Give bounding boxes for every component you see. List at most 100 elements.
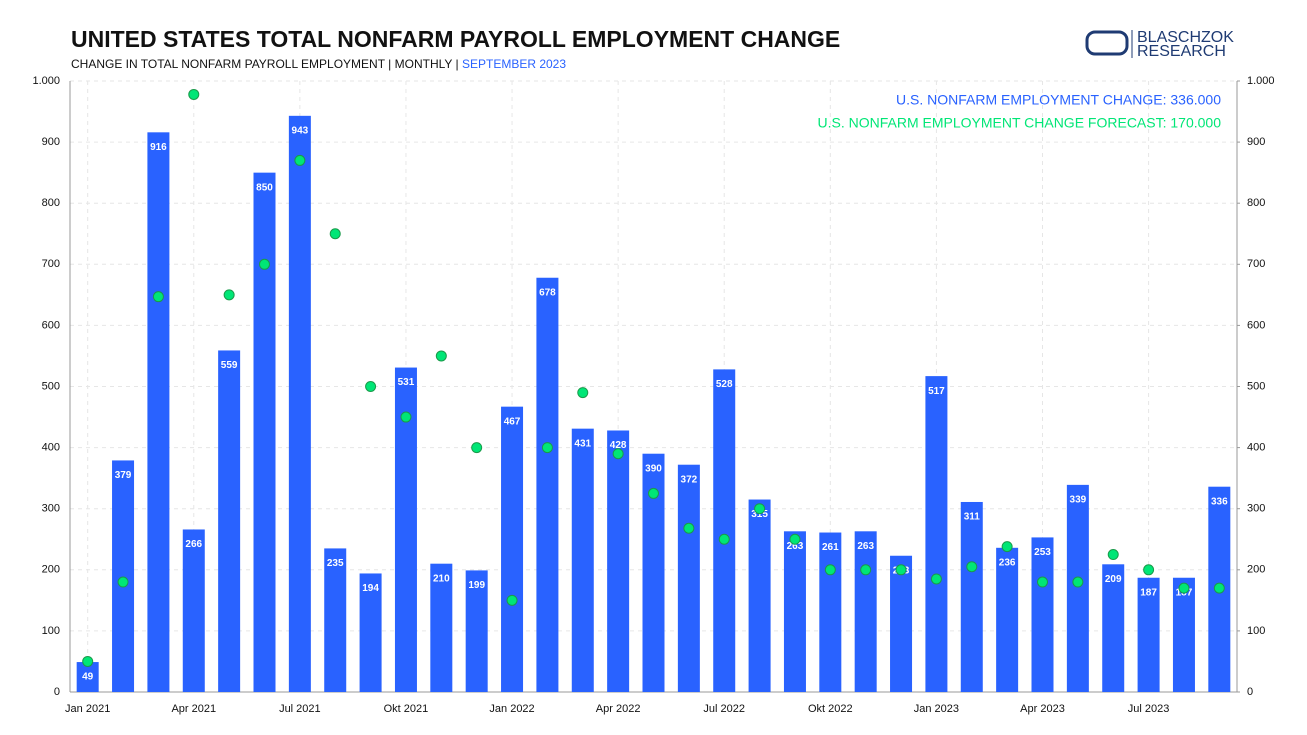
forecast-dot — [365, 381, 377, 392]
y2-tick-label: 500 — [1247, 380, 1265, 392]
forecast-dot — [188, 88, 200, 100]
forecast-dot — [435, 350, 447, 362]
forecast-dot — [541, 442, 553, 454]
annotation: U.S. NONFARM EMPLOYMENT CHANGE: 336.000 — [896, 92, 1221, 108]
x-tick-label: Apr 2021 — [171, 703, 216, 715]
forecast-dot — [577, 387, 589, 399]
x-tick-label: Apr 2023 — [1020, 703, 1065, 715]
chart-subtitle: CHANGE IN TOTAL NONFARM PAYROLL EMPLOYME… — [71, 57, 566, 71]
bar-value-label: 236 — [999, 557, 1016, 568]
bar — [501, 406, 524, 692]
forecast-dot — [930, 573, 942, 585]
bar-value-label: 263 — [857, 541, 874, 552]
bar — [112, 460, 135, 692]
forecast-dot — [1213, 582, 1225, 594]
bar — [642, 453, 665, 692]
x-tick-label: Jul 2023 — [1128, 703, 1170, 715]
forecast-dot — [648, 487, 659, 499]
y-tick-label: 900 — [42, 136, 60, 148]
forecast-dot — [1107, 549, 1119, 561]
bar-value-label: 49 — [82, 672, 94, 683]
logo-line: RESEARCH — [1137, 43, 1226, 60]
y-tick-label: 0 — [54, 686, 60, 698]
y2-tick-label: 900 — [1247, 136, 1265, 148]
bar — [76, 662, 99, 692]
bar — [1102, 564, 1125, 692]
logo-line: BLASCHZOK — [1137, 29, 1234, 46]
bar-value-label: 253 — [1034, 547, 1051, 558]
bar-value-label: 850 — [256, 182, 273, 193]
bar-value-label: 235 — [327, 558, 344, 569]
y2-tick-label: 800 — [1247, 197, 1265, 209]
x-tick-label: Jan 2021 — [65, 703, 110, 715]
forecast-dot — [754, 503, 766, 515]
bar — [677, 464, 700, 692]
forecast-dot — [860, 564, 872, 576]
bar-value-label: 678 — [539, 287, 556, 298]
bar-value-label: 210 — [433, 573, 450, 584]
forecast-dot — [400, 411, 412, 423]
forecast-dot — [1143, 564, 1155, 576]
forecast-dot — [117, 576, 129, 588]
bar — [288, 115, 311, 692]
y-tick-label: 600 — [42, 319, 60, 331]
bar — [218, 350, 241, 692]
y-tick-label: 500 — [42, 380, 60, 392]
bar-value-label: 943 — [292, 125, 309, 136]
logo: BLASCHZOK RESEARCH — [1085, 29, 1234, 60]
bar — [1137, 577, 1160, 692]
y2-tick-label: 600 — [1247, 319, 1265, 331]
bar-value-label: 194 — [362, 583, 379, 594]
x-tick-label: Jan 2022 — [489, 703, 534, 715]
y-tick-label: 100 — [42, 625, 60, 637]
forecast-dot — [294, 154, 306, 166]
subtitle-text: CHANGE IN TOTAL NONFARM PAYROLL EMPLOYME… — [71, 57, 462, 71]
x-tick-label: Jan 2023 — [914, 703, 959, 715]
y2-tick-label: 1.000 — [1247, 75, 1275, 87]
bar — [996, 547, 1019, 692]
bar — [1172, 577, 1195, 692]
y2-tick-label: 100 — [1247, 625, 1265, 637]
bar-value-label: 209 — [1105, 574, 1122, 585]
bar — [147, 132, 170, 693]
bar — [748, 499, 771, 692]
bar — [713, 369, 736, 692]
bar-value-label: 390 — [645, 463, 662, 474]
bar — [571, 428, 594, 692]
bar — [925, 376, 948, 692]
forecast-dot — [824, 564, 836, 576]
bar-value-label: 266 — [185, 539, 202, 550]
subtitle-date: SEPTEMBER 2023 — [462, 57, 566, 71]
bar-value-label: 261 — [822, 542, 839, 553]
bar-value-label: 311 — [964, 512, 981, 523]
bar-value-label: 336 — [1211, 496, 1228, 507]
bar — [536, 277, 559, 692]
forecast-dot — [1037, 576, 1048, 588]
forecast-dot — [152, 291, 164, 303]
bar-value-label: 531 — [398, 377, 415, 388]
bar — [607, 430, 630, 692]
bar-value-label: 315 — [751, 509, 768, 520]
bar — [253, 172, 276, 692]
y2-tick-label: 400 — [1247, 442, 1265, 454]
bar-value-label: 339 — [1070, 495, 1087, 506]
y-tick-label: 1.000 — [32, 75, 60, 87]
bar — [819, 532, 842, 692]
forecast-dot — [223, 289, 235, 301]
x-tick-label: Jul 2021 — [279, 703, 321, 715]
bar-value-label: 517 — [928, 386, 945, 397]
bar — [960, 501, 983, 692]
y2-tick-label: 200 — [1247, 564, 1265, 576]
forecast-dot — [1178, 582, 1190, 594]
forecast-dot — [683, 522, 695, 534]
forecast-dot — [471, 442, 483, 454]
bar — [324, 548, 347, 692]
y-tick-label: 300 — [42, 503, 60, 515]
bar-value-label: 372 — [681, 474, 698, 485]
bar-value-label: 263 — [787, 541, 804, 552]
y2-tick-label: 300 — [1247, 503, 1265, 515]
forecast-dot — [895, 564, 907, 576]
y-tick-label: 800 — [42, 197, 60, 209]
forecast-dot — [612, 448, 624, 460]
